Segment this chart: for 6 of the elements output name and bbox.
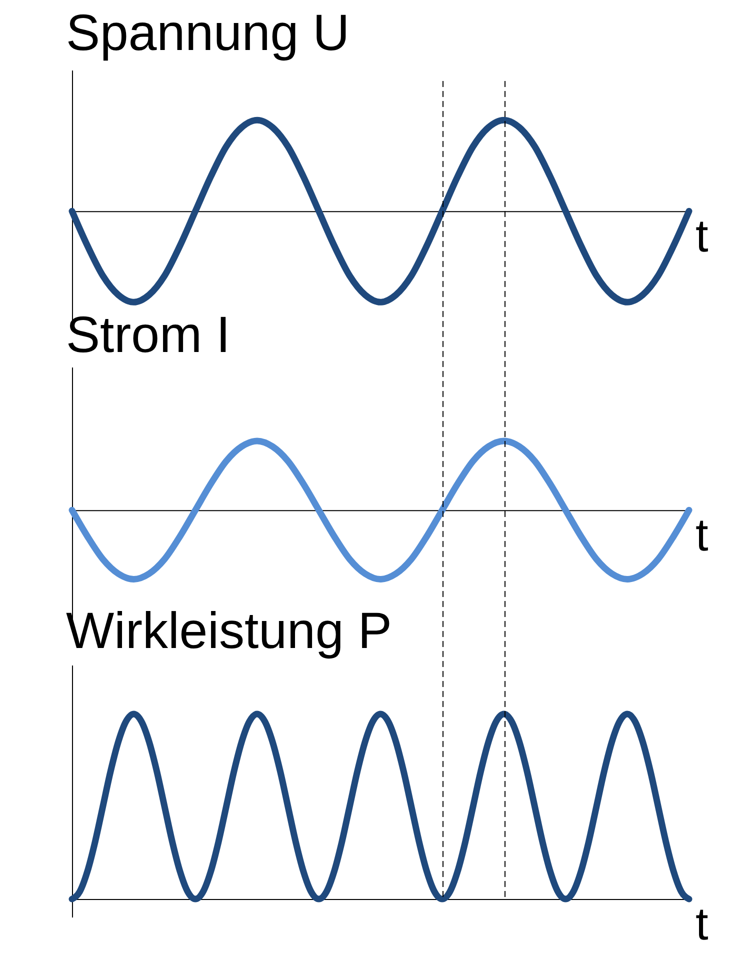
x-axis-title: t: [696, 508, 708, 561]
chart-title: Spannung U: [66, 4, 350, 61]
x-axis-title: t: [696, 210, 708, 262]
chart-title: Wirkleistung P: [66, 602, 392, 659]
chart-title: Strom I: [66, 306, 230, 363]
x-axis-title: t: [696, 898, 708, 950]
